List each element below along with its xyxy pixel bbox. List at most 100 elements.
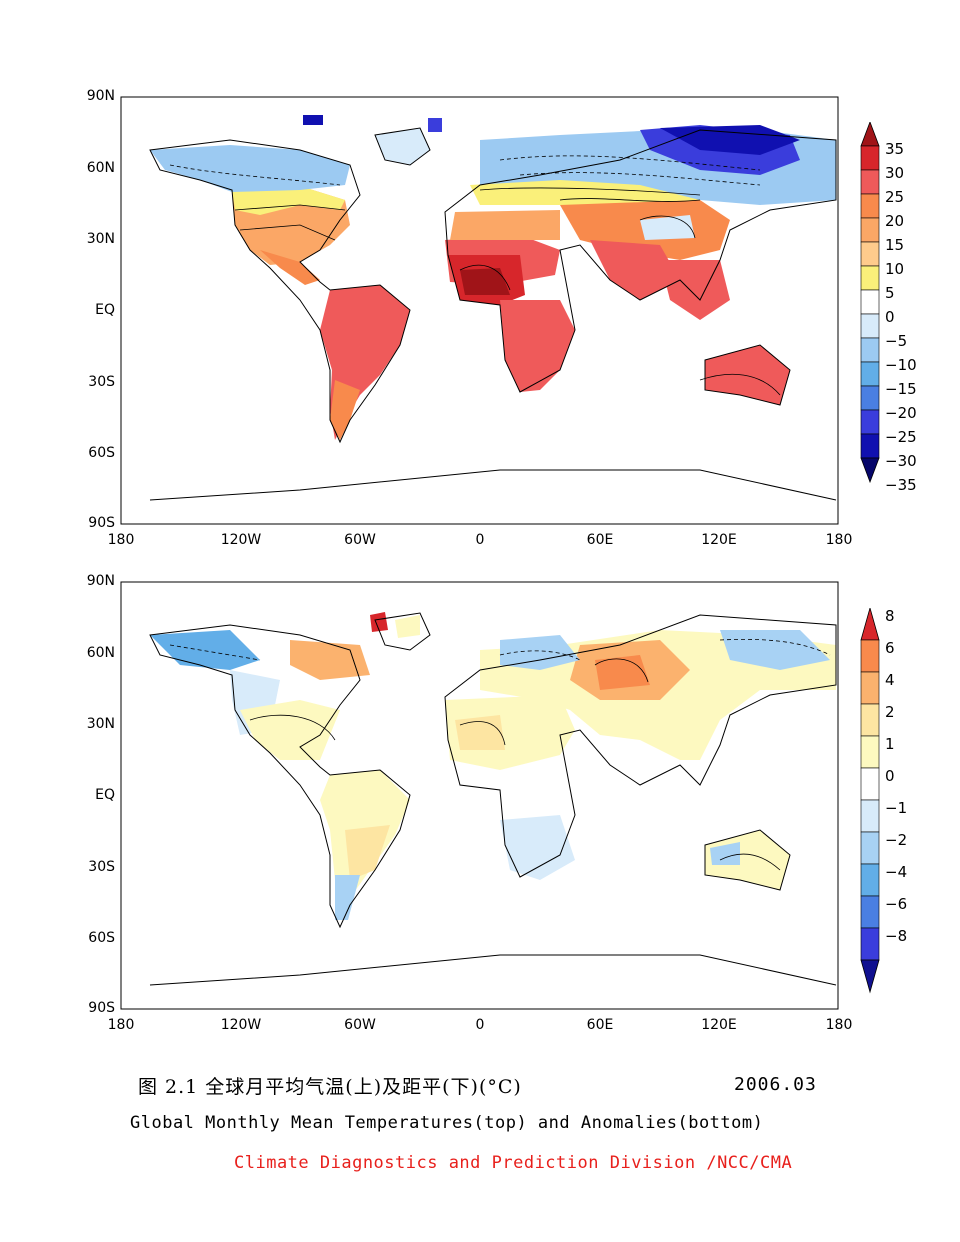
top-colorbar-label: −10: [885, 356, 917, 374]
bottom-lat-label: 90N: [86, 573, 115, 589]
bottom-colorbar-label: 2: [885, 703, 895, 721]
colorbar-swatch: [860, 289, 880, 315]
colorbar-swatch: [860, 863, 880, 897]
top-lon-label: 180: [825, 532, 853, 548]
bottom-colorbar-label: 0: [885, 767, 895, 785]
colorbar-swatch: [860, 671, 880, 705]
bottom-lon-label: 60W: [344, 1017, 376, 1033]
top-colorbar-label: 0: [885, 308, 895, 326]
top-colorbar-label: 5: [885, 284, 895, 302]
bottom-colorbar-label: −4: [885, 863, 908, 881]
colorbar-swatch: [860, 361, 880, 387]
bottom-colorbar-label: 4: [885, 671, 895, 689]
na-yellow: [240, 700, 340, 760]
bottom-lon-label: 60E: [586, 1017, 614, 1033]
top-lat-label: 60S: [88, 445, 115, 461]
top-colorbar-label: −30: [885, 452, 917, 470]
bottom-colorbar-label: −2: [885, 831, 908, 849]
top-colorbar-label: −5: [885, 332, 908, 350]
bottom-map-panel: 90N 60N 30N EQ 30S 60S 90S 180 120W 60W …: [0, 560, 960, 1040]
top-colorbar-label: −35: [885, 476, 917, 494]
top-lon-label: 0: [475, 532, 485, 548]
bottom-colorbar-label: −6: [885, 895, 908, 913]
bottom-lat-label: EQ: [95, 787, 115, 803]
siberia-extreme: [660, 125, 800, 155]
top-map-contours-dashed: [169, 155, 761, 186]
top-colorbar-label: 30: [885, 164, 905, 182]
bottom-colorbar-label: 8: [885, 607, 895, 625]
arctic-cold-blue: [303, 115, 323, 125]
bottom-lat-label: 30S: [88, 859, 115, 875]
bottom-lat-label: 90S: [88, 1000, 115, 1016]
top-colorbar-label: −20: [885, 404, 917, 422]
india-hot: [590, 240, 680, 300]
greenland-cold: [375, 128, 430, 165]
top-map-fills: [150, 115, 836, 440]
east-asia-blue: [720, 630, 830, 670]
colorbar-swatch: [860, 639, 880, 673]
australia-blue: [710, 842, 740, 865]
colorbar-swatch: [860, 895, 880, 929]
bottom-lon-label: 0: [475, 1017, 485, 1033]
top-lon-label: 120W: [220, 532, 262, 548]
africa-north-yellow: [445, 695, 575, 770]
top-lat-label: 60N: [86, 160, 115, 176]
bottom-lon-label: 180: [107, 1017, 135, 1033]
colorbar-swatch: [860, 193, 880, 219]
colorbar-swatch: [860, 265, 880, 291]
mexico-hot: [260, 250, 320, 285]
north-america-cold: [150, 145, 350, 192]
tibet-cold: [640, 215, 695, 240]
bottom-lon-label: 180: [825, 1017, 853, 1033]
top-colorbar-label: −15: [885, 380, 917, 398]
colorbar-swatch: [860, 831, 880, 865]
top-colorbar-label: 10: [885, 260, 905, 278]
sa-orange: [345, 825, 390, 880]
top-map: [120, 96, 839, 525]
top-map-coastlines: [149, 127, 837, 501]
colorbar-bottom-arrow: [860, 959, 880, 994]
africa-west-orange: [455, 715, 505, 750]
bottom-colorbar-label: −8: [885, 927, 908, 945]
colorbar-swatch: [860, 145, 880, 171]
central-asia-hot: [595, 655, 650, 690]
bottom-lon-label: 120W: [220, 1017, 262, 1033]
greenland-yellow: [395, 615, 420, 638]
bottom-lat-label: 60S: [88, 930, 115, 946]
top-lat-label: EQ: [95, 302, 115, 318]
figure-caption-chinese: 图 2.1 全球月平均气温(上)及距平(下)(°C): [138, 1076, 522, 1098]
greenland-cold-blue: [428, 118, 442, 132]
figure-credit: Climate Diagnostics and Prediction Divis…: [234, 1153, 793, 1173]
top-colorbar-label: 35: [885, 140, 905, 158]
colorbar-swatch: [860, 313, 880, 339]
bottom-map: [120, 581, 839, 1010]
figure-date: 2006.03: [734, 1074, 817, 1095]
colorbar-swatch: [860, 799, 880, 833]
top-lon-label: 120E: [701, 532, 737, 548]
top-colorbar-label: 20: [885, 212, 905, 230]
bottom-colorbar-label: 1: [885, 735, 895, 753]
colorbar-swatch: [860, 169, 880, 195]
top-lat-label: 90S: [88, 515, 115, 531]
colorbar-swatch: [860, 433, 880, 459]
figure-caption-english: Global Monthly Mean Temperatures(top) an…: [130, 1113, 764, 1133]
top-lon-label: 60W: [344, 532, 376, 548]
australia-hot: [705, 345, 790, 405]
top-lon-label: 180: [107, 532, 135, 548]
africa-north-coast: [450, 210, 560, 240]
bottom-map-coastlines: [149, 612, 837, 986]
greenland-hot: [370, 612, 388, 632]
top-lon-label: 60E: [586, 532, 614, 548]
europe-blue: [500, 635, 580, 670]
top-lat-label: 30S: [88, 374, 115, 390]
colorbar-top-arrow: [860, 608, 880, 641]
top-colorbar-label: 25: [885, 188, 905, 206]
top-colorbar: [860, 122, 880, 484]
africa-core: [460, 268, 510, 295]
bottom-lat-label: 30N: [86, 716, 115, 732]
top-colorbar-label: 15: [885, 236, 905, 254]
colorbar-swatch: [860, 409, 880, 435]
top-colorbar-label: −25: [885, 428, 917, 446]
bottom-map-contours: [249, 658, 781, 871]
africa-south-light: [500, 815, 575, 880]
